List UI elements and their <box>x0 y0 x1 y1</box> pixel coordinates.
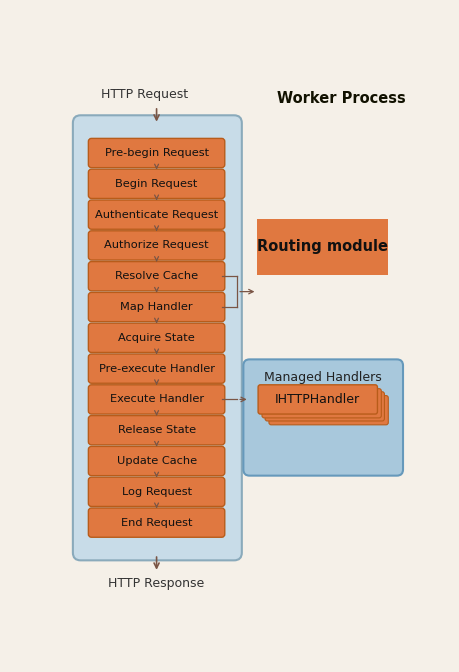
FancyBboxPatch shape <box>89 508 225 537</box>
Text: Map Handler: Map Handler <box>120 302 193 312</box>
Text: Worker Process: Worker Process <box>277 91 406 106</box>
FancyBboxPatch shape <box>89 385 225 414</box>
FancyBboxPatch shape <box>89 261 225 291</box>
FancyBboxPatch shape <box>265 392 385 421</box>
FancyBboxPatch shape <box>89 292 225 322</box>
FancyBboxPatch shape <box>89 169 225 198</box>
Text: Pre-execute Handler: Pre-execute Handler <box>99 364 214 374</box>
Text: Release State: Release State <box>118 425 196 435</box>
FancyBboxPatch shape <box>89 230 225 260</box>
FancyBboxPatch shape <box>258 385 377 414</box>
FancyBboxPatch shape <box>269 396 388 425</box>
FancyBboxPatch shape <box>89 138 225 167</box>
Text: Execute Handler: Execute Handler <box>110 394 204 405</box>
Text: Begin Request: Begin Request <box>115 179 198 189</box>
Text: IHTTPHandler: IHTTPHandler <box>275 393 360 406</box>
Text: Acquire State: Acquire State <box>118 333 195 343</box>
FancyBboxPatch shape <box>243 360 403 476</box>
FancyBboxPatch shape <box>89 354 225 383</box>
Text: Authenticate Request: Authenticate Request <box>95 210 218 220</box>
FancyBboxPatch shape <box>89 323 225 352</box>
Text: Update Cache: Update Cache <box>117 456 196 466</box>
FancyBboxPatch shape <box>89 200 225 229</box>
Text: Authorize Request: Authorize Request <box>104 241 209 251</box>
Text: End Request: End Request <box>121 517 192 528</box>
Text: HTTP Response: HTTP Response <box>108 577 205 589</box>
FancyBboxPatch shape <box>89 446 225 476</box>
FancyBboxPatch shape <box>89 415 225 445</box>
Text: Resolve Cache: Resolve Cache <box>115 271 198 281</box>
Text: Managed Handlers: Managed Handlers <box>264 370 382 384</box>
Text: HTTP Request: HTTP Request <box>101 89 189 101</box>
Text: Routing module: Routing module <box>257 239 388 255</box>
FancyBboxPatch shape <box>89 477 225 507</box>
FancyBboxPatch shape <box>257 219 387 275</box>
FancyBboxPatch shape <box>262 388 381 418</box>
Text: Pre-begin Request: Pre-begin Request <box>105 148 209 158</box>
FancyBboxPatch shape <box>73 116 242 560</box>
Text: Log Request: Log Request <box>122 487 192 497</box>
